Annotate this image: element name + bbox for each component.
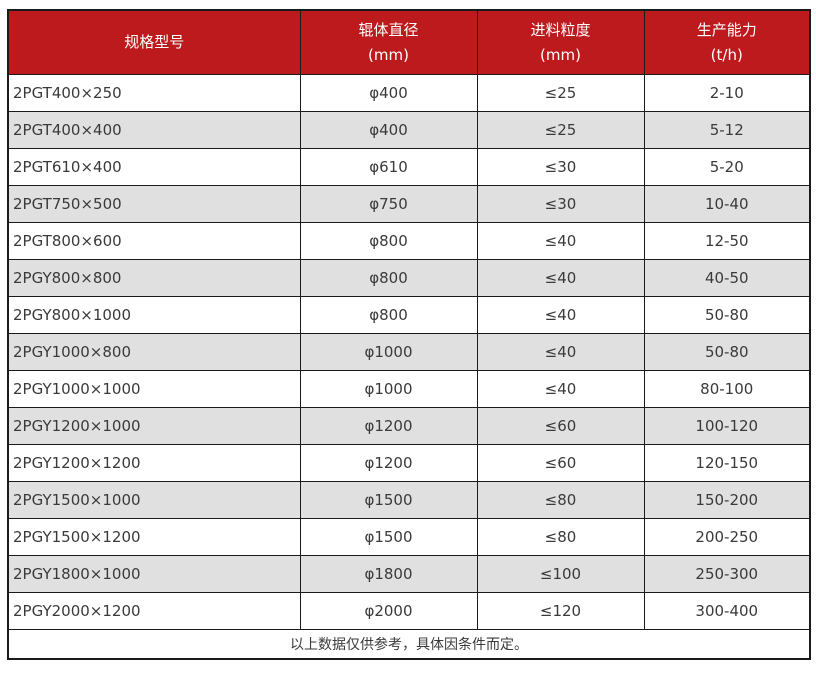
model-cell: 2PGT610×400 [7, 147, 301, 186]
footnote-row: 以上数据仅供参考，具体因条件而定。 [7, 628, 811, 660]
value-cell: ≤25 [476, 73, 645, 112]
value-cell: φ1200 [299, 443, 478, 482]
model-cell: 2PGT750×500 [7, 184, 301, 223]
value-cell: 10-40 [643, 184, 811, 223]
model-cell: 2PGY1000×1000 [7, 369, 301, 408]
column-unit: (mm) [540, 45, 581, 64]
value-cell: φ800 [299, 295, 478, 334]
spec-table-container: 规格型号 辊体直径 (mm) 进料粒度 (mm) 生产能力 (t/h) [7, 9, 811, 660]
table-header: 规格型号 辊体直径 (mm) 进料粒度 (mm) 生产能力 (t/h) [7, 9, 811, 75]
value-cell: φ800 [299, 258, 478, 297]
table-row: 2PGY1500×1200 φ1500 ≤80 200-250 [7, 517, 811, 556]
value-cell: φ1800 [299, 554, 478, 593]
column-title: 辊体直径 [358, 20, 419, 39]
value-cell: 50-80 [643, 332, 811, 371]
spec-table: 规格型号 辊体直径 (mm) 进料粒度 (mm) 生产能力 (t/h) [7, 9, 811, 660]
model-cell: 2PGT400×400 [7, 110, 301, 149]
value-cell: ≤100 [476, 554, 645, 593]
value-cell: 100-120 [643, 406, 811, 445]
column-title: 规格型号 [124, 33, 185, 52]
value-cell: 300-400 [643, 591, 811, 630]
value-cell: ≤80 [476, 517, 645, 556]
value-cell: φ400 [299, 110, 478, 149]
value-cell: 12-50 [643, 221, 811, 260]
model-cell: 2PGY1800×1000 [7, 554, 301, 593]
value-cell: ≤40 [476, 258, 645, 297]
value-cell: ≤40 [476, 369, 645, 408]
value-cell: ≤80 [476, 480, 645, 519]
value-cell: ≤60 [476, 406, 645, 445]
table-row: 2PGT800×600 φ800 ≤40 12-50 [7, 221, 811, 260]
column-title: 进料粒度 [530, 20, 591, 39]
table-row: 2PGY1200×1000 φ1200 ≤60 100-120 [7, 406, 811, 445]
value-cell: 40-50 [643, 258, 811, 297]
column-header-feed-size: 进料粒度 (mm) [476, 9, 645, 75]
value-cell: 120-150 [643, 443, 811, 482]
value-cell: φ750 [299, 184, 478, 223]
column-header-model: 规格型号 [7, 9, 301, 75]
value-cell: φ1500 [299, 517, 478, 556]
footnote-text: 以上数据仅供参考，具体因条件而定。 [7, 628, 811, 660]
value-cell: ≤40 [476, 332, 645, 371]
value-cell: ≤60 [476, 443, 645, 482]
header-row: 规格型号 辊体直径 (mm) 进料粒度 (mm) 生产能力 (t/h) [7, 9, 811, 75]
value-cell: φ610 [299, 147, 478, 186]
table-row: 2PGT750×500 φ750 ≤30 10-40 [7, 184, 811, 223]
value-cell: ≤120 [476, 591, 645, 630]
table-row: 2PGY1500×1000 φ1500 ≤80 150-200 [7, 480, 811, 519]
model-cell: 2PGY1200×1200 [7, 443, 301, 482]
value-cell: φ1000 [299, 369, 478, 408]
value-cell: 5-20 [643, 147, 811, 186]
model-cell: 2PGY800×800 [7, 258, 301, 297]
table-row: 2PGY800×1000 φ800 ≤40 50-80 [7, 295, 811, 334]
value-cell: φ800 [299, 221, 478, 260]
value-cell: 50-80 [643, 295, 811, 334]
table-row: 2PGY1800×1000 φ1800 ≤100 250-300 [7, 554, 811, 593]
table-row: 2PGY2000×1200 φ2000 ≤120 300-400 [7, 591, 811, 630]
table-row: 2PGT400×400 φ400 ≤25 5-12 [7, 110, 811, 149]
value-cell: ≤40 [476, 221, 645, 260]
column-header-capacity: 生产能力 (t/h) [643, 9, 811, 75]
column-unit: (mm) [368, 45, 409, 64]
value-cell: φ400 [299, 73, 478, 112]
model-cell: 2PGY1500×1000 [7, 480, 301, 519]
model-cell: 2PGT400×250 [7, 73, 301, 112]
table-row: 2PGY1000×1000 φ1000 ≤40 80-100 [7, 369, 811, 408]
table-row: 2PGY1200×1200 φ1200 ≤60 120-150 [7, 443, 811, 482]
table-row: 2PGY800×800 φ800 ≤40 40-50 [7, 258, 811, 297]
value-cell: 5-12 [643, 110, 811, 149]
value-cell: 200-250 [643, 517, 811, 556]
value-cell: ≤25 [476, 110, 645, 149]
value-cell: 2-10 [643, 73, 811, 112]
value-cell: ≤30 [476, 184, 645, 223]
model-cell: 2PGY2000×1200 [7, 591, 301, 630]
value-cell: φ1500 [299, 480, 478, 519]
column-unit: (t/h) [710, 45, 743, 64]
model-cell: 2PGY1500×1200 [7, 517, 301, 556]
value-cell: ≤30 [476, 147, 645, 186]
model-cell: 2PGY1200×1000 [7, 406, 301, 445]
table-row: 2PGT400×250 φ400 ≤25 2-10 [7, 73, 811, 112]
value-cell: φ1000 [299, 332, 478, 371]
spec-table-body: 2PGT400×250 φ400 ≤25 2-10 2PGT400×400 φ400 ≤25… [7, 73, 811, 630]
table-row: 2PGT610×400 φ610 ≤30 5-20 [7, 147, 811, 186]
model-cell: 2PGY800×1000 [7, 295, 301, 334]
value-cell: ≤40 [476, 295, 645, 334]
value-cell: φ2000 [299, 591, 478, 630]
value-cell: 80-100 [643, 369, 811, 408]
table-row: 2PGY1000×800 φ1000 ≤40 50-80 [7, 332, 811, 371]
column-title: 生产能力 [696, 20, 757, 39]
model-cell: 2PGY1000×800 [7, 332, 301, 371]
value-cell: 150-200 [643, 480, 811, 519]
column-header-roller-diameter: 辊体直径 (mm) [299, 9, 478, 75]
value-cell: φ1200 [299, 406, 478, 445]
table-footer: 以上数据仅供参考，具体因条件而定。 [7, 628, 811, 660]
value-cell: 250-300 [643, 554, 811, 593]
model-cell: 2PGT800×600 [7, 221, 301, 260]
